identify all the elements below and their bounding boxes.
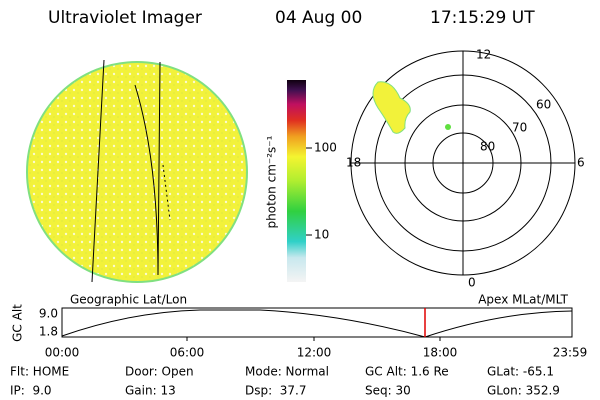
- time: 17:15:29 UT: [430, 8, 535, 28]
- orbit-y-label: GC Alt: [11, 304, 25, 342]
- orbit-x-tick: 23:59: [553, 346, 588, 360]
- colorbar: 100 10 photon cm⁻²s⁻¹: [265, 80, 337, 282]
- orbit-title: Geographic Lat/Lon: [70, 293, 187, 307]
- earth-image: [26, 59, 248, 283]
- polar-plot: [350, 50, 576, 276]
- orbit-title: Apex MLat/MLT: [478, 293, 568, 307]
- mlt-label: 6: [577, 156, 585, 170]
- orbit-x-tick: 12:00: [297, 346, 332, 360]
- info-field: Mode: Normal: [245, 365, 329, 379]
- lat-label: 60: [536, 98, 551, 112]
- info-table: Flt: HOME Door: Open Mode: Normal GC Alt: 1…: [10, 365, 560, 398]
- colorbar-label: photon cm⁻²s⁻¹: [265, 135, 279, 228]
- info-field: GC Alt: 1.6 Re: [365, 365, 449, 379]
- date: 04 Aug 00: [275, 8, 362, 28]
- orbit-x-tick: 18:00: [423, 346, 458, 360]
- colorbar-tick: 100: [314, 141, 337, 155]
- orbit-y-tick: 9.0: [39, 307, 58, 321]
- info-field: Dsp: 37.7: [245, 384, 307, 398]
- mlt-label: 18: [346, 156, 361, 170]
- orbit-y-tick: 1.8: [39, 325, 58, 339]
- mlt-label: 12: [476, 48, 491, 62]
- mlt-label: 0: [468, 276, 476, 290]
- info-field: Door: Open: [125, 365, 194, 379]
- orbit-x-tick: 00:00: [45, 346, 80, 360]
- info-field: GLon: 352.9: [487, 384, 560, 398]
- lat-label: 80: [480, 140, 495, 154]
- info-field: GLat: -65.1: [487, 365, 554, 379]
- lat-label: 70: [512, 121, 527, 135]
- info-field: Gain: 13: [125, 384, 176, 398]
- colorbar-tick: 10: [314, 228, 329, 242]
- instrument: Ultraviolet Imager: [48, 8, 202, 28]
- orbit-x-tick: 06:00: [170, 346, 205, 360]
- info-field: IP: 9.0: [10, 384, 52, 398]
- info-field: Seq: 30: [365, 384, 411, 398]
- info-field: Flt: HOME: [10, 365, 69, 379]
- orbit-panel: [61, 307, 573, 341]
